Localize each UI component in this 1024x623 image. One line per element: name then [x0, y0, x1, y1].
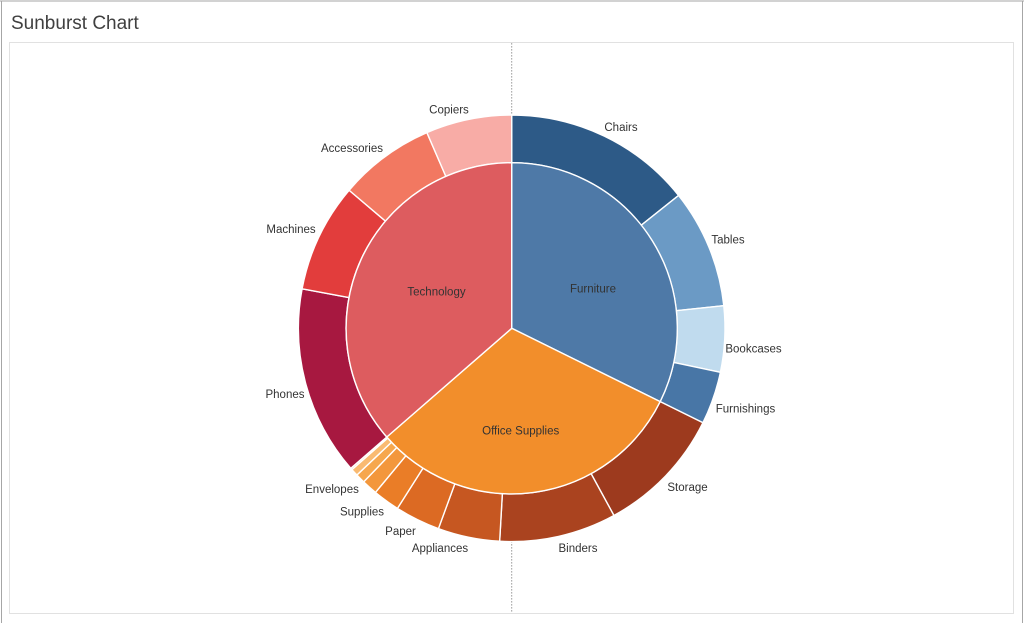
svg-text:Sunburst Chart: Sunburst Chart: [11, 13, 140, 34]
svg-text:Binders: Binders: [559, 543, 598, 555]
svg-text:Appliances: Appliances: [412, 543, 469, 555]
svg-text:Phones: Phones: [265, 389, 304, 401]
svg-text:Furniture: Furniture: [570, 284, 616, 296]
svg-text:Supplies: Supplies: [340, 507, 384, 519]
svg-text:Tables: Tables: [711, 235, 744, 247]
svg-text:Copiers: Copiers: [429, 105, 469, 117]
svg-text:Office Supplies: Office Supplies: [482, 426, 559, 438]
svg-text:Bookcases: Bookcases: [725, 344, 782, 356]
svg-text:Paper: Paper: [385, 526, 416, 538]
svg-text:Furnishings: Furnishings: [716, 404, 776, 416]
svg-text:Storage: Storage: [667, 482, 707, 494]
svg-text:Chairs: Chairs: [604, 122, 637, 134]
svg-text:Technology: Technology: [407, 287, 465, 299]
svg-text:Envelopes: Envelopes: [305, 484, 359, 496]
svg-text:Machines: Machines: [266, 224, 315, 236]
svg-text:Accessories: Accessories: [321, 143, 383, 155]
